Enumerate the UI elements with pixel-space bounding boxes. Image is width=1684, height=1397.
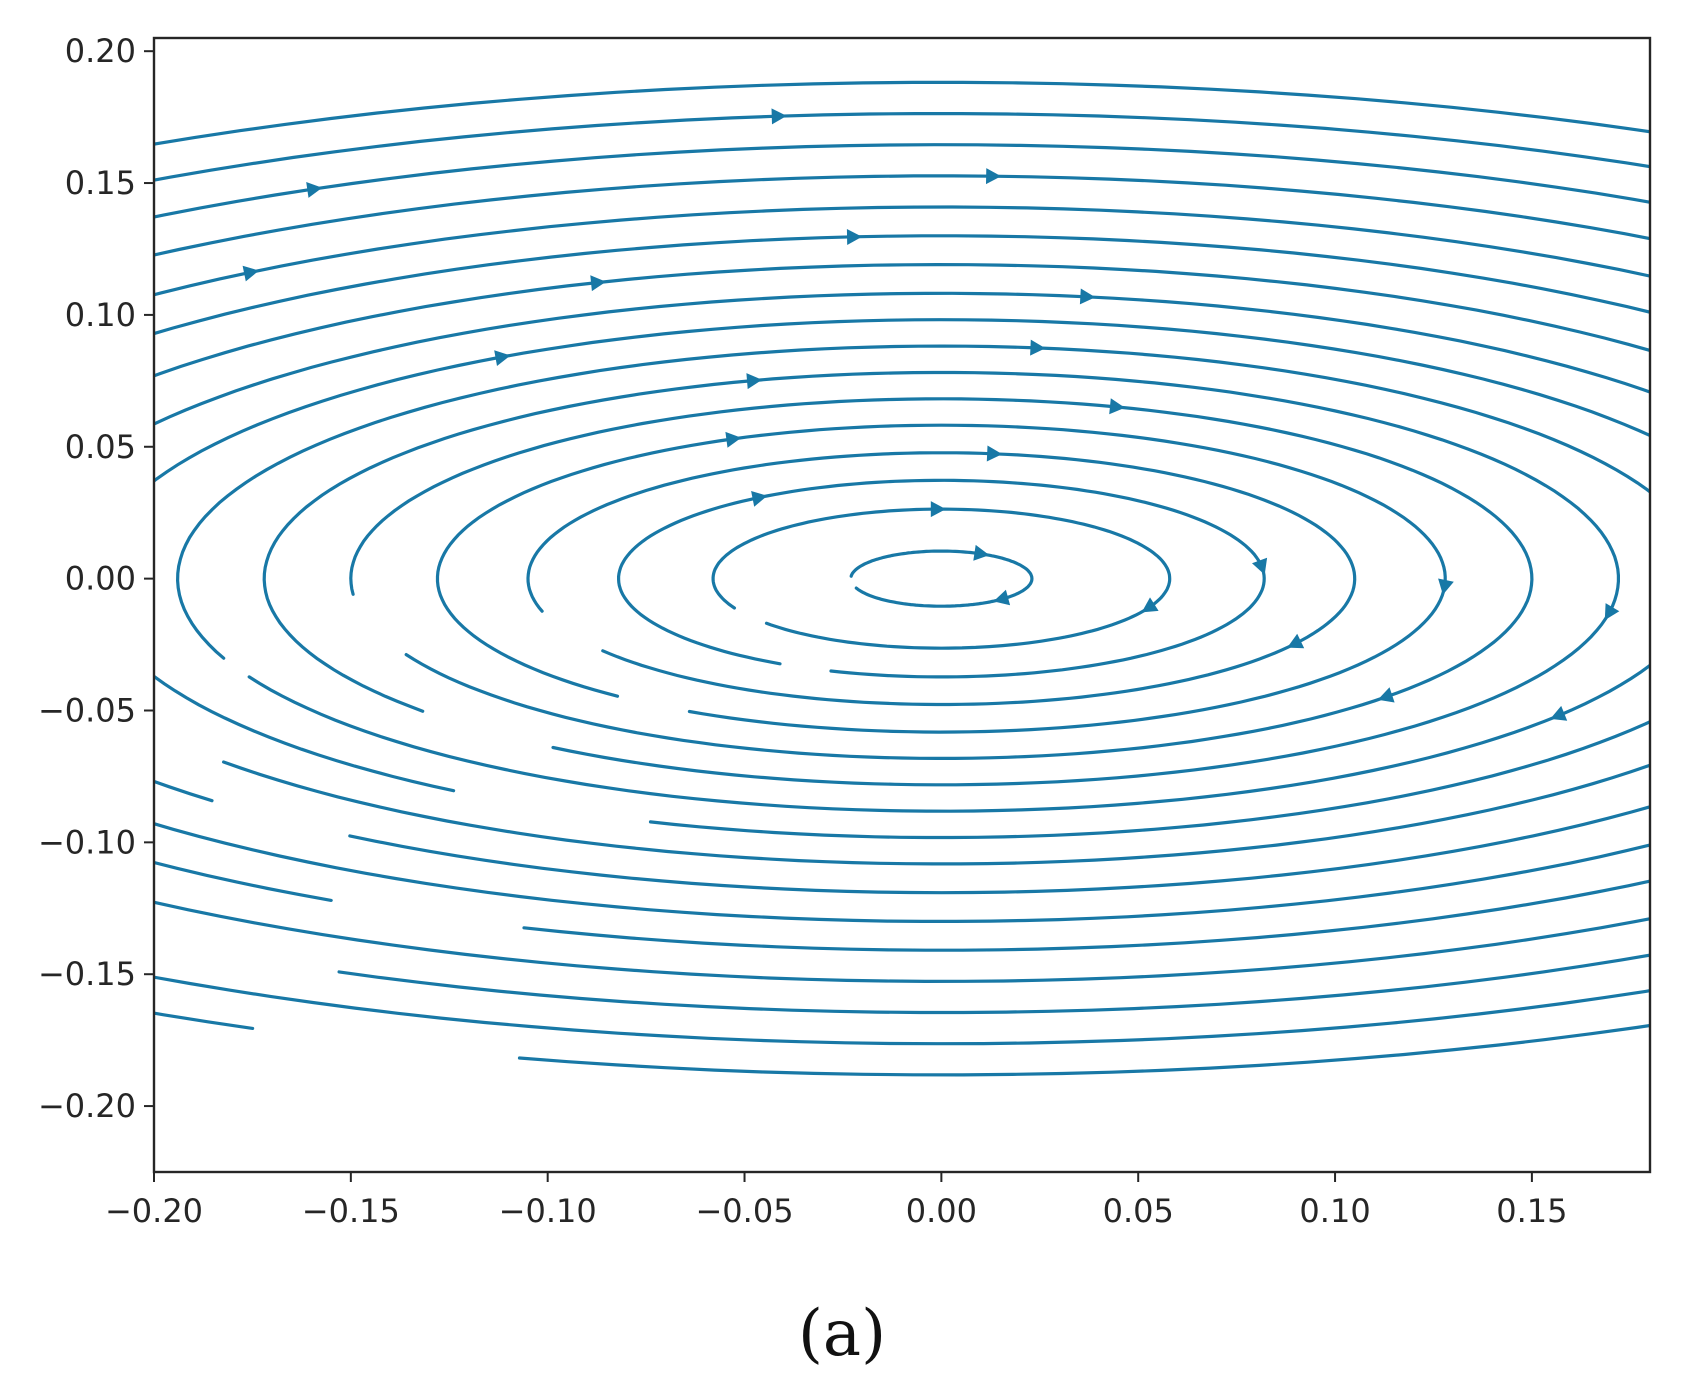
streamline xyxy=(262,370,1620,787)
streamline xyxy=(617,478,1266,679)
x-tick-label: 0.05 xyxy=(1103,1192,1174,1230)
x-tick-label: −0.10 xyxy=(499,1192,597,1230)
x-tick-label: 0.15 xyxy=(1496,1192,1567,1230)
streamline xyxy=(349,397,1534,760)
streamline-arrow xyxy=(1252,557,1268,575)
y-tick-label: −0.05 xyxy=(38,691,136,729)
streamline-arrow xyxy=(986,168,1002,185)
streamline xyxy=(154,80,1650,1077)
x-axis: −0.20 −0.15 −0.10 −0.05 0.00 0.05 0.10 0.15 xyxy=(105,1172,1568,1230)
y-axis: 0.20 0.15 0.10 0.05 0.00 −0.05 −0.10 −0.15 −0.20 xyxy=(38,32,154,1125)
streamline-arrow xyxy=(590,275,606,292)
streamline-arrow xyxy=(746,373,762,390)
y-tick-label: −0.15 xyxy=(38,955,136,993)
streamline xyxy=(435,423,1447,734)
streamlines-group xyxy=(154,80,1650,1077)
streamline-arrow xyxy=(930,501,946,518)
streamline-arrow xyxy=(973,544,990,561)
streamline xyxy=(849,549,1034,608)
streamline-arrow xyxy=(1550,705,1568,721)
axes-frame xyxy=(152,36,1652,1174)
streamline xyxy=(154,205,1650,952)
x-tick-label: −0.05 xyxy=(695,1192,793,1230)
streamline xyxy=(711,507,1172,650)
x-tick-label: −0.15 xyxy=(302,1192,400,1230)
x-tick-label: 0.10 xyxy=(1299,1192,1370,1230)
streamline xyxy=(154,234,1650,923)
streamline-arrow xyxy=(1141,597,1159,613)
streamline-arrow xyxy=(242,265,259,282)
panel-label: (a) xyxy=(798,1297,886,1371)
streamline-arrow xyxy=(1438,578,1454,595)
streamline-arrow xyxy=(1109,398,1125,415)
streamline-arrow xyxy=(986,445,1003,462)
streamline-arrow xyxy=(1287,633,1305,649)
streamline-arrow xyxy=(993,589,1011,606)
streamline-arrow xyxy=(1377,687,1395,703)
streamline-arrow xyxy=(494,350,511,366)
streamline xyxy=(154,112,1650,1046)
y-tick-label: 0.00 xyxy=(65,560,136,598)
y-tick-label: 0.15 xyxy=(65,164,136,202)
y-tick-label: 0.10 xyxy=(65,296,136,334)
streamline xyxy=(154,262,1650,895)
streamline-arrow xyxy=(846,229,862,245)
streamline xyxy=(175,344,1650,813)
streamline-arrow xyxy=(306,182,323,198)
streamline-arrow xyxy=(725,431,742,448)
x-tick-label: −0.20 xyxy=(105,1192,203,1230)
streamline xyxy=(154,174,1650,984)
y-tick-label: 0.20 xyxy=(65,32,136,70)
x-tick-label: 0.00 xyxy=(906,1192,977,1230)
streamline-arrow xyxy=(1079,288,1096,305)
y-tick-label: −0.20 xyxy=(38,1087,136,1125)
streamline-arrow xyxy=(771,108,787,125)
streamline xyxy=(154,291,1650,866)
streamline xyxy=(526,451,1357,707)
streamline-arrow xyxy=(751,491,768,507)
y-tick-label: 0.05 xyxy=(65,428,136,466)
streamline-arrow xyxy=(1030,339,1046,356)
y-tick-label: −0.10 xyxy=(38,823,136,861)
streamline xyxy=(154,318,1650,840)
streamline-arrow xyxy=(1604,603,1620,621)
